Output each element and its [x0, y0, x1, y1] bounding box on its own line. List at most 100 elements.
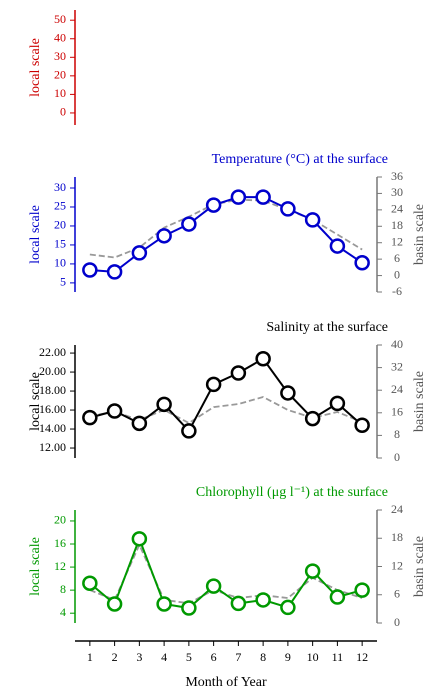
data-line [89, 196, 363, 273]
data-point [280, 385, 296, 401]
y2-tick-label: 32 [391, 359, 403, 373]
y-axis-label: local scale [28, 372, 43, 431]
y2-tick-label: 24 [391, 382, 403, 396]
y-tick-label: 20 [54, 218, 66, 232]
data-point [255, 351, 271, 367]
y-tick-label: 10 [54, 256, 66, 270]
y2-axis-label: basin scale [412, 204, 427, 265]
data-point [106, 403, 123, 419]
data-point [304, 410, 321, 427]
y-tick-label: 12 [54, 559, 66, 573]
y2-tick-label: 0 [394, 450, 400, 464]
y-tick-label: 30 [54, 180, 66, 194]
data-point [280, 201, 296, 217]
data-point [181, 423, 197, 439]
y-tick-label: 16 [54, 536, 66, 550]
data-point [181, 216, 197, 232]
y-tick-label: 16.00 [39, 402, 66, 416]
y-axis-label: local scale [28, 205, 43, 264]
y2-tick-label: 36 [391, 169, 403, 183]
data-point [205, 197, 222, 213]
x-tick-label: 3 [136, 650, 142, 664]
data-line [89, 536, 363, 610]
y2-tick-label: 0 [394, 267, 400, 281]
data-point [255, 592, 271, 608]
data-point [106, 596, 123, 612]
x-tick-label: 10 [307, 650, 319, 664]
data-point [304, 212, 321, 228]
y-tick-label: 15 [54, 237, 66, 251]
data-point [82, 409, 98, 426]
data-point [156, 596, 172, 612]
y2-tick-label: 24 [391, 502, 403, 516]
y-tick-label: 40 [54, 31, 66, 45]
data-point [329, 238, 346, 254]
data-point [205, 578, 222, 594]
data-point [131, 245, 148, 261]
y2-tick-label: 30 [391, 185, 403, 199]
x-tick-label: 12 [356, 650, 368, 664]
y-tick-label: 10 [54, 86, 66, 100]
y2-tick-label: 8 [394, 427, 400, 441]
data-point [181, 600, 197, 616]
y-tick-label: 18.00 [39, 383, 66, 397]
data-point [329, 395, 346, 412]
y-tick-label: 12.00 [39, 440, 66, 454]
y-tick-label: 0 [60, 105, 66, 119]
data-point [304, 563, 321, 579]
y2-tick-label: 0 [394, 615, 400, 629]
data-point [280, 599, 296, 616]
x-tick-label: 1 [87, 650, 93, 664]
y2-tick-label: 12 [391, 234, 403, 248]
y2-tick-label: 18 [391, 530, 403, 544]
y2-tick-label: 18 [391, 218, 403, 232]
data-point [230, 189, 247, 205]
y-tick-label: 5 [60, 275, 66, 289]
panel-title: Chlorophyll (μg l⁻¹) at the surface [196, 485, 388, 500]
y-tick-label: 20.00 [39, 364, 66, 378]
data-point [82, 262, 98, 278]
y2-tick-label: 6 [394, 587, 400, 601]
data-point [131, 531, 148, 547]
y-axis-label: local scale [28, 537, 43, 596]
y-tick-label: 25 [54, 199, 66, 213]
data-point [354, 582, 370, 598]
y-tick-label: 20 [54, 68, 66, 82]
y-tick-label: 50 [54, 12, 66, 26]
data-line [89, 357, 363, 433]
x-tick-label: 7 [235, 650, 241, 664]
x-tick-label: 4 [161, 650, 167, 664]
y2-tick-label: 24 [391, 202, 403, 216]
data-point [230, 365, 247, 381]
x-tick-label: 8 [260, 650, 266, 664]
y2-axis-label: basin scale [412, 371, 427, 432]
x-tick-label: 9 [285, 650, 291, 664]
panel-title: Temperature (°C) at the surface [212, 152, 388, 167]
data-point [230, 595, 247, 612]
x-axis-label: Month of Year [185, 675, 267, 690]
y-tick-label: 14.00 [39, 421, 66, 435]
y2-tick-label: 6 [394, 251, 400, 265]
x-tick-label: 2 [112, 650, 118, 664]
panel-title: Salinity at the surface [266, 320, 388, 335]
data-point [354, 255, 370, 271]
y-tick-label: 20 [54, 513, 66, 527]
data-point [255, 189, 271, 205]
data-point [156, 228, 172, 244]
y2-tick-label: 12 [391, 558, 403, 572]
data-point [329, 589, 346, 605]
data-point [131, 415, 148, 432]
y2-tick-label: 16 [391, 405, 403, 419]
x-tick-label: 6 [211, 650, 217, 664]
y-axis-label: local scale [28, 38, 43, 97]
y2-tick-label: -6 [392, 284, 402, 298]
y2-tick-label: 40 [391, 337, 403, 351]
data-point [106, 264, 123, 280]
data-point [354, 417, 370, 433]
y-tick-label: 30 [54, 49, 66, 63]
basin-line [89, 542, 363, 605]
data-point [156, 396, 172, 413]
y-tick-label: 8 [60, 582, 66, 596]
y2-axis-label: basin scale [412, 536, 427, 597]
